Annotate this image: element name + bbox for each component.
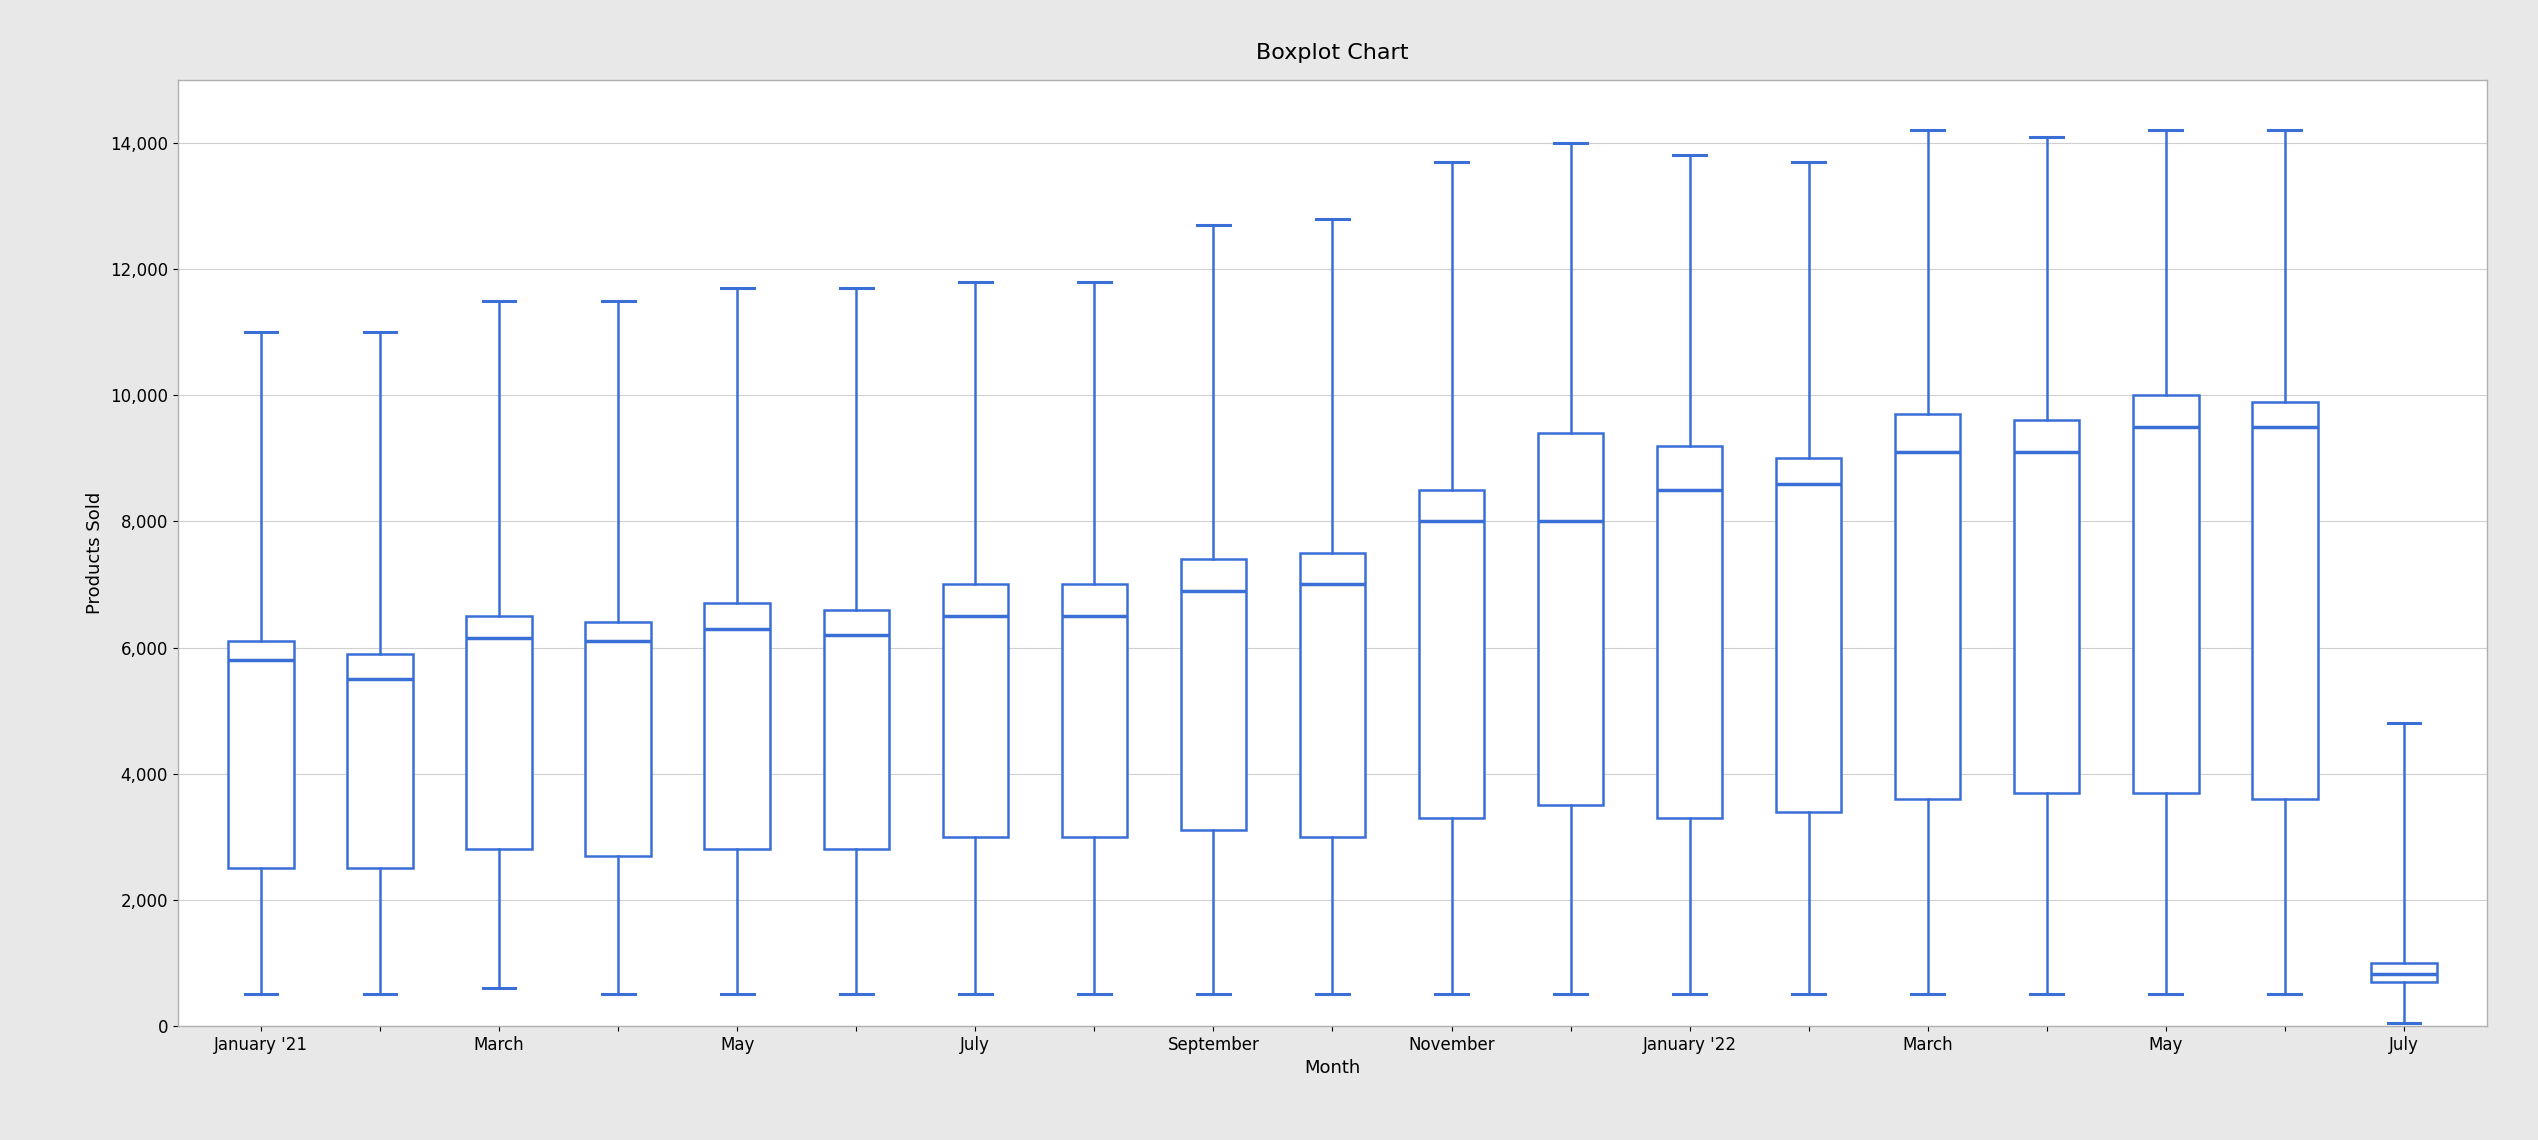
PathPatch shape [2015, 421, 2079, 792]
X-axis label: Month: Month [1305, 1059, 1360, 1077]
PathPatch shape [467, 616, 533, 849]
PathPatch shape [1777, 458, 1843, 812]
PathPatch shape [942, 585, 1008, 837]
PathPatch shape [228, 641, 294, 869]
Title: Boxplot Chart: Boxplot Chart [1256, 43, 1409, 63]
PathPatch shape [1896, 414, 1959, 799]
PathPatch shape [2132, 396, 2198, 792]
PathPatch shape [1299, 553, 1365, 837]
PathPatch shape [1419, 490, 1485, 817]
PathPatch shape [1180, 560, 1246, 830]
PathPatch shape [1538, 433, 1604, 805]
PathPatch shape [1657, 446, 1723, 817]
PathPatch shape [706, 603, 769, 849]
PathPatch shape [822, 610, 888, 849]
PathPatch shape [348, 654, 414, 869]
PathPatch shape [1061, 585, 1127, 837]
Y-axis label: Products Sold: Products Sold [86, 491, 104, 614]
PathPatch shape [2251, 401, 2317, 799]
PathPatch shape [2370, 963, 2436, 982]
PathPatch shape [586, 622, 650, 856]
